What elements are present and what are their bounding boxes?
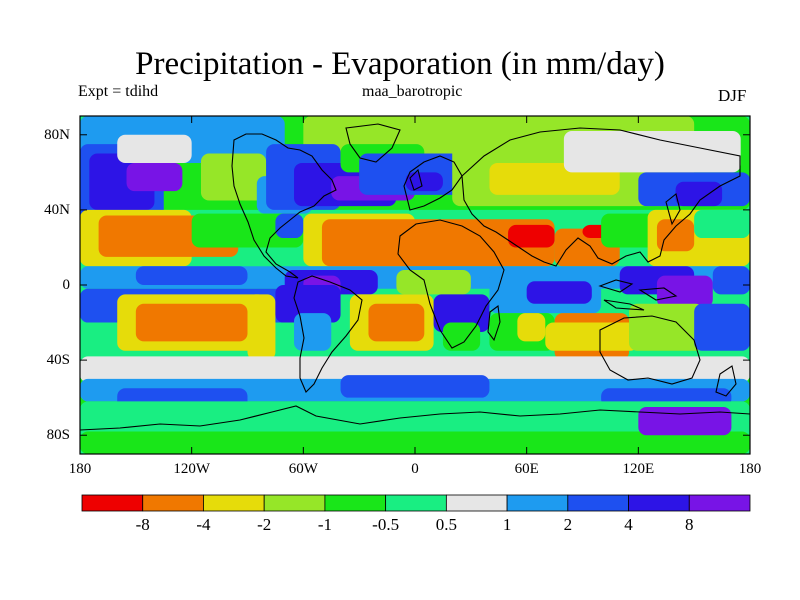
field-patch [321, 219, 555, 267]
field-patch [526, 281, 592, 304]
y-tick-label: 40S [46, 352, 70, 369]
field-patch [712, 266, 750, 295]
field-patch [340, 375, 490, 398]
y-tick-label: 40N [44, 201, 70, 218]
x-tick-label: 120W [173, 461, 210, 477]
colorbar-swatch [445, 494, 508, 512]
field-patch [508, 224, 555, 248]
colorbar-label: 1 [502, 515, 512, 534]
field-patch [405, 172, 443, 192]
field-patch [117, 134, 192, 163]
field-patch [247, 294, 276, 361]
coastline-greenland [345, 123, 401, 163]
coastline-asia [461, 127, 741, 267]
field-patch [442, 322, 481, 351]
colorbar-swatch [385, 494, 447, 512]
field-patch [80, 431, 750, 454]
x-tick-label: 120E [622, 461, 655, 477]
chart-title: Precipitation - Evaporation (in mm/day) [135, 46, 665, 82]
field-patch [368, 303, 425, 342]
coastline-uk [409, 168, 423, 191]
coastline-north-america [231, 133, 337, 279]
y-tick-label: 80N [44, 126, 70, 143]
colorbar-swatch [688, 494, 751, 512]
field-patch [517, 313, 546, 342]
field-patch [694, 303, 750, 351]
colorbar [81, 494, 751, 512]
coastline-madagascar [487, 304, 501, 342]
colorbar-label: -8 [135, 515, 150, 534]
colorbar-label: 8 [685, 515, 694, 534]
field-patch [126, 162, 183, 192]
field-patch [656, 219, 695, 252]
colorbar-label: 4 [624, 515, 633, 534]
colorbar-swatch [142, 494, 204, 512]
experiment-label: Expt = tdihd [78, 83, 159, 100]
field-patch [275, 285, 341, 323]
field-patch [135, 266, 248, 285]
field-patch [80, 356, 750, 383]
field-patch [656, 275, 713, 308]
colorbar-swatch [81, 494, 144, 512]
model-label: maa_barotropic [362, 83, 463, 100]
field-patch [433, 294, 490, 332]
colorbar-label: -1 [317, 515, 332, 534]
coastline-africa [397, 219, 505, 349]
coastline-south-america [293, 275, 363, 393]
field-patch [294, 313, 332, 351]
coastline-nz [715, 365, 737, 397]
field-patch [694, 209, 750, 239]
field-patch [545, 322, 639, 351]
x-tick-label: 60E [514, 461, 539, 477]
y-tick-label: 80S [46, 427, 70, 444]
field-patch [135, 303, 248, 342]
colorbar-label: 2 [563, 515, 573, 534]
field-patch [638, 407, 732, 436]
coastlines [80, 123, 750, 431]
precip-field [80, 116, 750, 454]
coastline-maritime [598, 279, 678, 311]
x-tick-label: 0 [411, 461, 419, 477]
field-patch [275, 213, 304, 239]
axis-ticks [79, 116, 751, 454]
field-patch [563, 131, 741, 173]
field-patch [396, 269, 471, 295]
field-patch [629, 303, 704, 351]
y-tick-label: 0 [62, 277, 71, 293]
colorbar-swatch [324, 494, 387, 512]
x-tick-label: 60W [288, 461, 318, 477]
colorbar-label: 0.5 [435, 515, 457, 534]
field-patch [80, 401, 750, 436]
colorbar-swatch [203, 494, 265, 512]
colorbar-swatch [567, 494, 629, 512]
colorbar-swatch [506, 494, 569, 512]
field-patch [675, 181, 723, 207]
coastline-australia [599, 315, 701, 385]
colorbar-label: -0.5 [372, 515, 400, 534]
coastline-japan [665, 193, 681, 226]
colorbar-swatch [263, 494, 326, 512]
colorbar-swatch [628, 494, 690, 512]
x-tick-label: 180 [68, 461, 92, 477]
x-tick-label: 180 [738, 461, 762, 477]
colorbar-label: -2 [257, 515, 272, 534]
coastline-antarctica [80, 405, 750, 431]
colorbar-label: -4 [196, 515, 211, 534]
season-label: DJF [718, 86, 747, 105]
